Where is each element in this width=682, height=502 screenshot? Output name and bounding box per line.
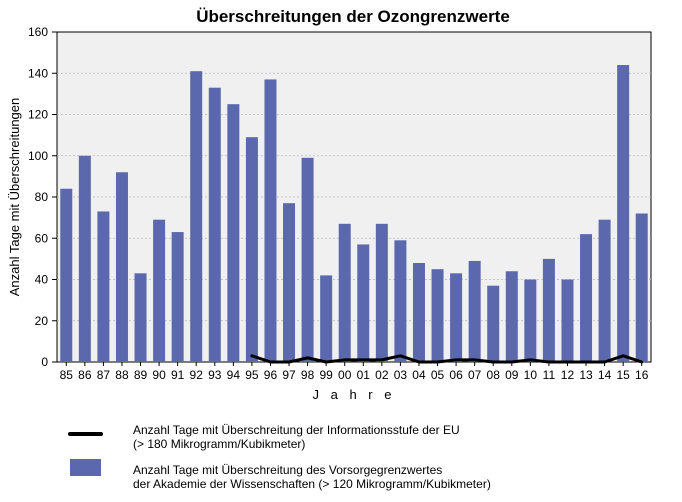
x-tick-label: 00 <box>338 368 352 382</box>
bar <box>338 223 351 362</box>
line-series <box>250 354 644 364</box>
bar <box>264 79 277 362</box>
bar <box>431 269 444 362</box>
x-tick-label: 98 <box>301 368 315 382</box>
grid-lines <box>57 72 651 322</box>
bar <box>580 234 593 362</box>
bar <box>97 211 110 362</box>
x-tick-label: 99 <box>319 368 333 382</box>
bar-series <box>60 65 648 362</box>
x-tick-label: 93 <box>208 368 222 382</box>
x-axis-ticks: 85 86 87 88 89 90 91 92 93 94 95 96 97 98 99 00 01 02 03 04… <box>60 362 649 382</box>
x-tick-label: 94 <box>227 368 241 382</box>
y-tick-label: 140 <box>28 66 48 80</box>
x-tick-label: 01 <box>357 368 371 382</box>
x-tick-label: 02 <box>375 368 389 382</box>
y-axis-ticks: 0 20 40 60 80 100 120 140 160 <box>28 25 57 369</box>
bar <box>561 279 574 362</box>
x-tick-label: 03 <box>394 368 408 382</box>
x-tick-label: 11 <box>543 368 556 382</box>
bar <box>635 213 648 362</box>
x-tick-label: 91 <box>171 368 185 382</box>
x-tick-label: 10 <box>524 368 538 382</box>
bar <box>60 188 73 362</box>
bar <box>134 273 147 362</box>
legend: Anzahl Tage mit Überschreitung der Infor… <box>68 423 491 491</box>
bar <box>301 157 314 362</box>
x-tick-label: 97 <box>282 368 296 382</box>
x-tick-label: 07 <box>468 368 482 382</box>
bar <box>375 223 388 362</box>
bar <box>320 275 333 362</box>
bar <box>524 279 537 362</box>
bar <box>227 104 240 362</box>
x-tick-label: 89 <box>134 368 148 382</box>
bar <box>153 219 166 362</box>
bar <box>617 65 630 362</box>
bar <box>115 172 128 362</box>
y-tick-label: 160 <box>28 25 48 39</box>
x-tick-label: 12 <box>561 368 575 382</box>
legend-line-text-1: Anzahl Tage mit Überschreitung der Infor… <box>133 423 460 437</box>
bar <box>78 155 91 362</box>
x-tick-label: 87 <box>97 368 111 382</box>
bar <box>412 263 425 362</box>
bar <box>245 137 258 362</box>
x-tick-label: 92 <box>190 368 204 382</box>
x-tick-label: 88 <box>115 368 129 382</box>
x-tick-label: 90 <box>152 368 166 382</box>
x-tick-label: 13 <box>579 368 593 382</box>
x-tick-label: 06 <box>449 368 463 382</box>
legend-line-text-2: (> 180 Mikrogramm/Kubikmeter) <box>133 437 305 451</box>
bar <box>598 219 611 362</box>
bar <box>190 71 203 362</box>
x-tick-label: 16 <box>635 368 649 382</box>
y-axis-label: Anzahl Tage mit Überschreitungen <box>7 98 22 297</box>
bar <box>208 87 221 362</box>
y-tick-label: 0 <box>41 355 48 369</box>
x-tick-label: 04 <box>412 368 426 382</box>
legend-bar-text-1: Anzahl Tage mit Überschreitung des Vorso… <box>133 463 442 477</box>
bar <box>394 240 407 362</box>
bar <box>468 260 481 362</box>
x-tick-label: 15 <box>616 368 630 382</box>
x-tick-label: 14 <box>598 368 612 382</box>
y-tick-label: 40 <box>35 273 49 287</box>
x-tick-label: 05 <box>431 368 445 382</box>
x-tick-label: 08 <box>487 368 501 382</box>
x-tick-label: 95 <box>245 368 259 382</box>
x-tick-label: 09 <box>505 368 519 382</box>
bar <box>283 203 296 362</box>
x-axis-label: J a h r e <box>313 387 396 402</box>
bar <box>171 232 184 362</box>
x-tick-label: 85 <box>60 368 74 382</box>
bar <box>450 273 463 362</box>
y-tick-label: 100 <box>28 149 48 163</box>
y-tick-label: 20 <box>35 314 49 328</box>
bar <box>542 258 555 362</box>
line-series-path <box>250 354 644 364</box>
chart-title: Überschreitungen der Ozongrenzwerte <box>196 7 510 26</box>
legend-bar-text-2: der Akademie der Wissenschaften (> 120 M… <box>133 477 491 491</box>
bar <box>487 285 500 362</box>
bar <box>505 271 518 362</box>
y-tick-label: 120 <box>28 108 48 122</box>
y-tick-label: 60 <box>35 231 49 245</box>
x-tick-label: 86 <box>78 368 92 382</box>
y-tick-label: 80 <box>35 190 49 204</box>
bar <box>357 244 370 362</box>
x-tick-label: 96 <box>264 368 278 382</box>
legend-bar-swatch <box>70 459 101 476</box>
